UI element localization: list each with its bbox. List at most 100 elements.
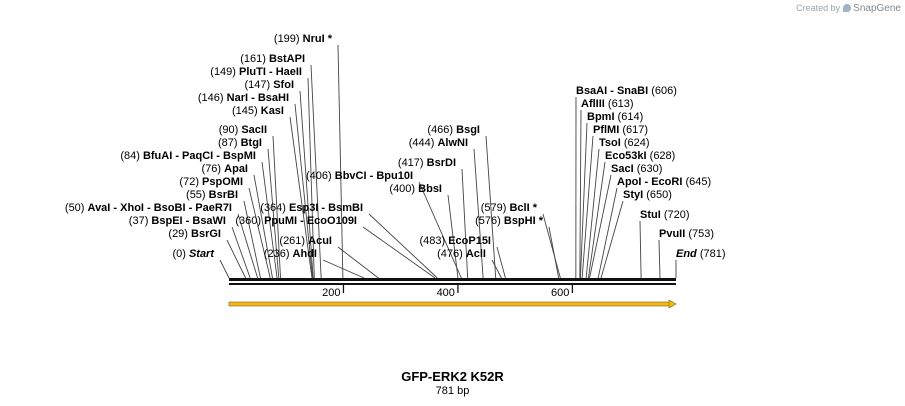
cut-site-line bbox=[253, 174, 273, 279]
cut-site-line bbox=[600, 200, 624, 279]
enzyme-name: BpmI bbox=[587, 111, 615, 123]
enzyme-name: ApaI bbox=[224, 163, 248, 175]
enzyme-label: (406) BbvCI - Bpu10I bbox=[306, 170, 413, 182]
ruler-tick-label: 200 bbox=[322, 287, 340, 299]
enzyme-label: (55) BsrBI bbox=[186, 189, 238, 201]
cut-position: (417) bbox=[398, 157, 427, 169]
cut-position: (650) bbox=[643, 189, 672, 201]
cut-site-line bbox=[589, 174, 612, 279]
enzyme-name: ApoI - EcoRI bbox=[617, 176, 682, 188]
cut-position: (29) bbox=[168, 228, 191, 240]
cut-position: (606) bbox=[648, 85, 677, 97]
cut-site-line bbox=[485, 135, 497, 279]
enzyme-name: BtgI bbox=[241, 137, 262, 149]
enzyme-name: Eco53kI bbox=[605, 150, 647, 162]
cut-site-line bbox=[226, 239, 247, 279]
cut-site-line bbox=[548, 226, 560, 279]
enzyme-label: AflIII (613) bbox=[581, 98, 634, 110]
cut-position: (236) bbox=[264, 248, 293, 260]
cut-site-line bbox=[299, 90, 314, 279]
enzyme-name: StuI bbox=[640, 209, 661, 221]
cut-site-line bbox=[261, 161, 278, 279]
cut-site-line bbox=[272, 135, 281, 279]
cut-site-line bbox=[237, 213, 259, 279]
enzyme-label: (90) SacII bbox=[219, 124, 267, 136]
cut-site-line bbox=[639, 220, 642, 279]
enzyme-label: (72) PspOMI bbox=[179, 176, 243, 188]
enzyme-label: (29) BsrGI bbox=[168, 228, 221, 240]
enzyme-name: End bbox=[676, 248, 697, 260]
enzyme-name: AlwNI bbox=[437, 137, 468, 149]
enzyme-label: PflMI (617) bbox=[593, 124, 648, 136]
feature-arrow bbox=[228, 299, 677, 309]
enzyme-name: BsrDI bbox=[427, 157, 456, 169]
enzyme-label: StyI (650) bbox=[623, 189, 672, 201]
cut-position: (364) bbox=[260, 202, 289, 214]
enzyme-name: NarI - BsaHI bbox=[227, 92, 289, 104]
enzyme-name: EcoP15I bbox=[448, 235, 491, 247]
cut-site-line bbox=[248, 187, 271, 279]
cut-position: (55) bbox=[186, 189, 209, 201]
cut-position: (576) bbox=[475, 215, 504, 227]
cut-position: (400) bbox=[389, 183, 418, 195]
cut-site-line bbox=[491, 259, 502, 279]
enzyme-label: (400) BbsI bbox=[389, 183, 442, 195]
enzyme-name: BsaAI - SnaBI bbox=[576, 85, 648, 97]
enzyme-name: SacI bbox=[611, 163, 634, 175]
enzyme-label: (76) ApaI bbox=[202, 163, 248, 175]
cut-site-line bbox=[307, 77, 315, 279]
cut-site-line bbox=[579, 109, 582, 279]
cut-position: (613) bbox=[605, 98, 634, 110]
cut-position: (720) bbox=[661, 209, 690, 221]
cut-position: (476) bbox=[437, 248, 466, 260]
enzyme-label: (147) SfoI bbox=[244, 79, 294, 91]
enzyme-label: ApoI - EcoRI (645) bbox=[617, 176, 711, 188]
cut-position: (146) bbox=[198, 92, 227, 104]
cut-site-lines bbox=[219, 44, 677, 279]
enzyme-label: (87) BtgI bbox=[218, 137, 262, 149]
cut-site-line bbox=[581, 135, 594, 279]
enzyme-name: AcuI bbox=[308, 235, 332, 247]
enzyme-label: (50) AvaI - XhoI - BsoBI - PaeR7I bbox=[65, 202, 232, 214]
enzyme-name: BsrBI bbox=[209, 189, 238, 201]
enzyme-name: SacII bbox=[241, 124, 267, 136]
cut-position: (84) bbox=[120, 150, 143, 162]
cut-position: (781) bbox=[697, 248, 726, 260]
enzyme-name: NruI * bbox=[303, 33, 333, 45]
cut-site-line bbox=[461, 168, 469, 279]
enzyme-label: BpmI (614) bbox=[587, 111, 643, 123]
map-length: 781 bp bbox=[435, 385, 470, 397]
cut-site-line bbox=[579, 122, 588, 279]
snapgene-logo-icon bbox=[843, 4, 852, 12]
enzyme-label: (483) EcoP15I bbox=[419, 235, 491, 247]
enzyme-label: (199) NruI * bbox=[274, 33, 333, 45]
cut-site-line bbox=[243, 200, 261, 279]
enzyme-label: (0) Start bbox=[172, 248, 215, 260]
cut-position: (149) bbox=[210, 66, 239, 78]
enzyme-label: (146) NarI - BsaHI bbox=[198, 92, 289, 104]
enzyme-name: KasI bbox=[261, 105, 284, 117]
cut-position: (199) bbox=[274, 33, 303, 45]
cut-position: (406) bbox=[306, 170, 335, 182]
cut-site-line bbox=[289, 116, 313, 279]
cut-position: (614) bbox=[615, 111, 644, 123]
map-title: GFP-ERK2 K52R bbox=[401, 369, 504, 384]
cut-position: (90) bbox=[219, 124, 242, 136]
cut-site-line bbox=[473, 148, 484, 279]
bp-ruler: 200 400 600 bbox=[322, 285, 574, 299]
enzyme-name: BstAPI bbox=[269, 53, 305, 65]
enzyme-label: (417) BsrDI bbox=[398, 157, 456, 169]
cut-site-line bbox=[496, 246, 506, 279]
cut-site-line bbox=[219, 259, 230, 279]
cut-position: (645) bbox=[682, 176, 711, 188]
enzyme-label: PvuII (753) bbox=[659, 228, 714, 240]
watermark-prefix: Created by bbox=[796, 3, 841, 13]
cut-position: (76) bbox=[202, 163, 225, 175]
enzyme-name: BspEI - BsaWI bbox=[151, 215, 226, 227]
enzyme-label: (161) BstAPI bbox=[240, 53, 305, 65]
cut-position: (147) bbox=[244, 79, 273, 91]
enzyme-name: BsgI bbox=[456, 124, 480, 136]
cut-site-line bbox=[597, 187, 618, 279]
enzyme-name: BbvCI - Bpu10I bbox=[335, 170, 413, 182]
